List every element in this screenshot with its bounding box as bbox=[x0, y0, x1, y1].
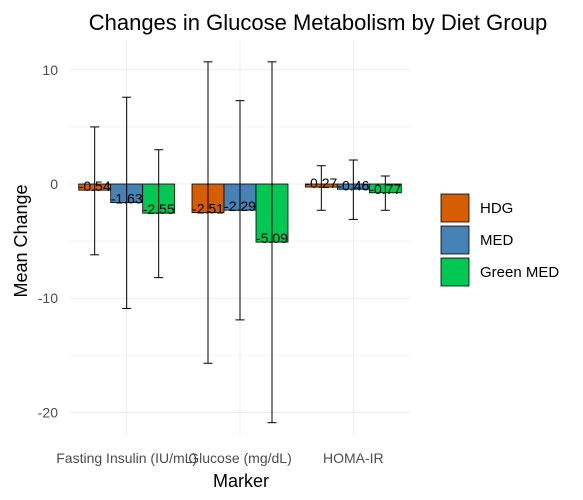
x-axis-ticks: Fasting Insulin (IU/mL)Glucose (mg/dL) HO… bbox=[56, 450, 383, 466]
data-label: -2.55 bbox=[143, 201, 175, 217]
y-tick-label: -10 bbox=[38, 290, 58, 306]
error-bar bbox=[122, 96, 132, 309]
y-tick-label: -20 bbox=[38, 404, 58, 420]
error-bar bbox=[90, 126, 100, 256]
data-label: -0.54 bbox=[79, 178, 111, 194]
error-bar bbox=[348, 159, 358, 220]
error-bar bbox=[267, 61, 277, 424]
y-tick-label: 10 bbox=[42, 62, 58, 78]
data-label: -2.51 bbox=[192, 201, 224, 217]
data-labels: -0.54 -2.51 -0.27 -1.63 -2.29 -0.46 -2.55 -5.09… bbox=[79, 175, 402, 246]
y-axis-ticks: 10 0 -10 -20 bbox=[38, 62, 58, 421]
data-label: -5.09 bbox=[256, 230, 288, 246]
legend-key bbox=[440, 225, 470, 255]
legend: HDG MED Green MED bbox=[440, 193, 559, 287]
y-tick-label: 0 bbox=[50, 176, 58, 192]
x-tick-label: Glucose (mg/dL) bbox=[188, 450, 291, 466]
legend-key bbox=[440, 257, 470, 287]
y-axis-title: Mean Change bbox=[11, 184, 31, 297]
legend-label: HDG bbox=[480, 200, 513, 217]
error-bar bbox=[154, 149, 164, 279]
error-bar bbox=[316, 165, 326, 211]
x-tick-label: Fasting Insulin (IU/mL) bbox=[56, 450, 197, 466]
legend-label: Green MED bbox=[480, 264, 559, 281]
legend-label: MED bbox=[480, 232, 514, 249]
error-bars bbox=[90, 61, 390, 424]
error-bar bbox=[235, 100, 245, 321]
error-bar bbox=[203, 61, 213, 364]
error-bar bbox=[380, 175, 390, 211]
data-label: -2.29 bbox=[224, 198, 256, 214]
legend-key bbox=[440, 193, 470, 223]
x-axis-title: Marker bbox=[213, 471, 269, 491]
chart-title: Changes in Glucose Metabolism by Diet Gr… bbox=[89, 10, 548, 35]
data-label: -0.77 bbox=[369, 181, 401, 197]
data-label: -1.63 bbox=[111, 191, 143, 207]
x-tick-label: HOMA-IR bbox=[323, 450, 384, 466]
data-label: -0.46 bbox=[337, 177, 369, 193]
data-label: -0.27 bbox=[305, 175, 337, 191]
